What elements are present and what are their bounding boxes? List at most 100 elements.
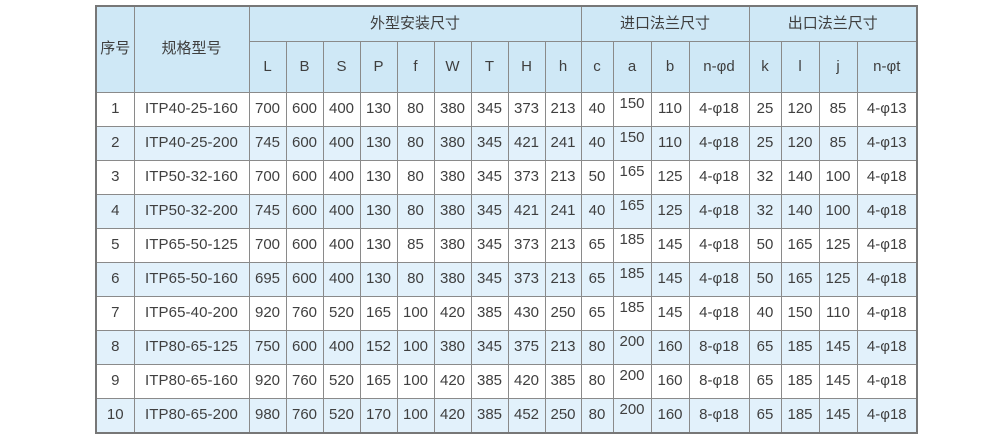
- cell-h: 241: [544, 126, 582, 161]
- cell-S: 400: [322, 330, 361, 365]
- cell-L: 700: [248, 160, 287, 195]
- cell-H: 373: [507, 160, 546, 195]
- cell-l: 165: [780, 228, 820, 263]
- header-col-f: f: [396, 41, 435, 93]
- cell-a: 200: [612, 364, 652, 399]
- cell-B: 600: [285, 92, 324, 127]
- cell-f: 80: [396, 126, 435, 161]
- header-col-H: H: [507, 41, 546, 93]
- cell-W: 420: [433, 296, 472, 331]
- cell-h: 213: [544, 330, 582, 365]
- cell-P: 130: [359, 92, 398, 127]
- header-column-row: L B S P f W T H h c a b n-φd k l j n-φt: [96, 41, 918, 93]
- cell-f: 100: [396, 330, 435, 365]
- cell-f: 80: [396, 160, 435, 195]
- cell-T: 345: [470, 330, 509, 365]
- table-row: 3 ITP50-32-160 700 600 400 130 80 380 345 373 213 5…: [95, 160, 918, 195]
- cell-n-phi-d: 8-φ18: [688, 330, 750, 365]
- cell-P: 152: [359, 330, 398, 365]
- cell-a: 165: [612, 160, 652, 195]
- cell-n-phi-t: 4-φ18: [856, 296, 918, 331]
- cell-l: 150: [780, 296, 820, 331]
- cell-B: 760: [285, 398, 324, 433]
- cell-j: 125: [818, 228, 858, 263]
- cell-h: 213: [544, 160, 582, 195]
- cell-n-phi-t: 4-φ13: [856, 126, 918, 161]
- cell-n-phi-d: 4-φ18: [688, 126, 750, 161]
- cell-n-phi-d: 4-φ18: [688, 228, 750, 263]
- cell-T: 345: [470, 194, 509, 229]
- cell-a: 200: [612, 398, 652, 433]
- cell-l: 185: [780, 364, 820, 399]
- cell-T: 385: [470, 398, 509, 433]
- header-col-b: b: [650, 41, 690, 93]
- cell-serial-number: 5: [95, 228, 135, 263]
- cell-B: 760: [285, 364, 324, 399]
- cell-T: 385: [470, 364, 509, 399]
- cell-k: 32: [748, 194, 782, 229]
- cell-l: 165: [780, 262, 820, 297]
- cell-n-phi-t: 4-φ18: [856, 330, 918, 365]
- cell-c: 50: [580, 160, 614, 195]
- cell-serial-number: 2: [95, 126, 135, 161]
- cell-S: 400: [322, 92, 361, 127]
- cell-f: 100: [396, 364, 435, 399]
- cell-k: 65: [748, 398, 782, 433]
- specification-table: 序号 规格型号 外型安装尺寸 进口法兰尺寸 出口法兰尺寸 L B S P f W…: [95, 5, 918, 434]
- cell-model-spec: ITP65-40-200: [133, 296, 250, 331]
- cell-S: 400: [322, 126, 361, 161]
- cell-n-phi-d: 8-φ18: [688, 398, 750, 433]
- header-col-n-phi-t: n-φt: [856, 41, 918, 93]
- cell-model-spec: ITP50-32-200: [133, 194, 250, 229]
- cell-serial-number: 4: [95, 194, 135, 229]
- cell-L: 700: [248, 228, 287, 263]
- cell-j: 85: [818, 126, 858, 161]
- cell-a: 150: [612, 126, 652, 161]
- cell-S: 400: [322, 160, 361, 195]
- cell-a: 200: [612, 330, 652, 365]
- cell-n-phi-t: 4-φ18: [856, 228, 918, 263]
- cell-a-value: 165: [619, 197, 645, 215]
- cell-S: 400: [322, 194, 361, 229]
- cell-T: 345: [470, 228, 509, 263]
- cell-L: 920: [248, 296, 287, 331]
- cell-a-value: 185: [619, 299, 645, 317]
- header-col-h: h: [544, 41, 582, 93]
- cell-S: 520: [322, 296, 361, 331]
- cell-b: 145: [650, 296, 690, 331]
- cell-S: 520: [322, 398, 361, 433]
- cell-L: 700: [248, 92, 287, 127]
- cell-n-phi-t: 4-φ13: [856, 92, 918, 127]
- cell-k: 40: [748, 296, 782, 331]
- cell-a: 185: [612, 262, 652, 297]
- cell-W: 380: [433, 228, 472, 263]
- table-row: 6 ITP65-50-160 695 600 400 130 80 380 345 373 213 6…: [95, 262, 918, 297]
- cell-P: 130: [359, 194, 398, 229]
- cell-j: 100: [818, 160, 858, 195]
- cell-n-phi-t: 4-φ18: [856, 160, 918, 195]
- cell-H: 452: [507, 398, 546, 433]
- cell-l: 140: [780, 194, 820, 229]
- cell-j: 85: [818, 92, 858, 127]
- cell-b: 110: [650, 92, 690, 127]
- cell-H: 375: [507, 330, 546, 365]
- cell-L: 745: [248, 194, 287, 229]
- header-col-W: W: [433, 41, 472, 93]
- cell-serial-number: 10: [95, 398, 135, 433]
- cell-k: 25: [748, 92, 782, 127]
- cell-model-spec: ITP65-50-125: [133, 228, 250, 263]
- cell-k: 65: [748, 364, 782, 399]
- cell-P: 170: [359, 398, 398, 433]
- cell-c: 80: [580, 330, 614, 365]
- cell-k: 32: [748, 160, 782, 195]
- cell-j: 125: [818, 262, 858, 297]
- table-row: 10 ITP80-65-200 980 760 520 170 100 420 385 452 25…: [95, 398, 918, 433]
- cell-a: 185: [612, 296, 652, 331]
- header-col-l: l: [780, 41, 820, 93]
- cell-a-value: 150: [619, 95, 645, 113]
- cell-f: 100: [396, 296, 435, 331]
- cell-W: 380: [433, 194, 472, 229]
- cell-serial-number: 1: [95, 92, 135, 127]
- cell-W: 420: [433, 398, 472, 433]
- header-serial-number: 序号: [95, 5, 135, 93]
